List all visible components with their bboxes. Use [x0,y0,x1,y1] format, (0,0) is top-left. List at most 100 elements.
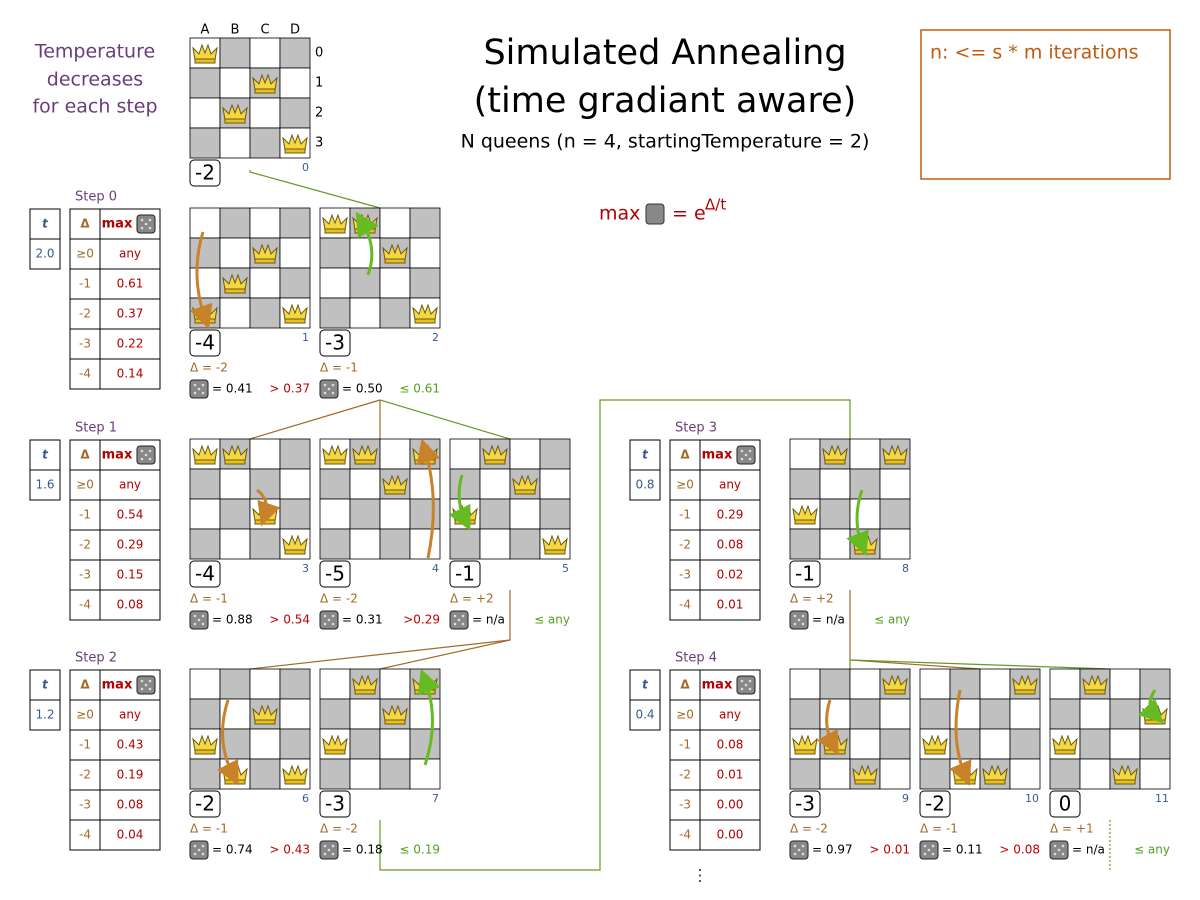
max-cell: 0.22 [117,337,144,351]
queen-base [254,258,276,264]
queen [352,444,378,462]
queen [1012,674,1038,692]
max-cell: 0.00 [717,828,744,842]
board-cell [409,207,441,239]
board-cell [539,468,571,500]
board-cell [979,728,1011,760]
board-cell [319,698,351,730]
dice-dot [1053,844,1057,848]
board-cell [409,498,441,530]
queen-base [544,549,566,555]
formula-max: max [599,203,640,225]
max-cell: 0.37 [117,307,144,321]
board-cell [509,498,541,530]
delta-cell: -1 [79,277,91,291]
dice-dot [740,687,744,691]
queen [282,303,308,321]
dice-dot [931,852,935,856]
t-header: t [642,448,649,462]
queen-base [194,318,216,324]
board-cell [509,528,541,560]
max-cell: 0.02 [717,568,744,582]
queen-base [224,118,246,124]
dice-value: = 0.88 [212,613,253,627]
formula-exp: Δ/t [705,196,726,214]
max-cell: 0.01 [717,768,744,782]
queen-base [1014,689,1036,695]
dice-dot [793,614,797,618]
board-cell [249,207,281,239]
dice-value: = 0.74 [212,843,253,857]
max-header: max [702,448,733,463]
dice-dot [453,622,457,626]
queen [322,444,348,462]
queen-base [324,228,346,234]
queen-base [284,779,306,785]
queen-base [254,88,276,94]
link [249,170,381,209]
board-cell [819,698,851,730]
board-cell [789,528,821,560]
board-cell [319,498,351,530]
board-cell [189,698,221,730]
queen-base [384,719,406,725]
title: Simulated Annealing [483,33,846,73]
board-cell [1079,698,1111,730]
title: (time gradiant aware) [474,81,857,121]
board-cell [819,498,851,530]
score: -3 [325,331,345,355]
board-cell [189,668,221,700]
delta-cell: -1 [79,738,91,752]
board-cell [319,668,351,700]
link [379,639,511,670]
row-label: 2 [315,106,323,121]
delta-text: Δ = -2 [790,822,828,836]
step-label: Step 1 [75,421,117,436]
max-header: max [102,678,133,693]
dice-dot [323,383,327,387]
dice-dot [931,844,935,848]
score: -1 [455,562,475,586]
queen [922,734,948,752]
board-cell [449,528,481,560]
score: -3 [795,792,815,816]
dice-dot [327,387,331,391]
delta-cell: -4 [79,367,91,381]
step-label: Step 4 [675,651,717,666]
dice-dot [1061,852,1065,856]
board-cell [849,438,881,470]
board-cell [379,758,411,790]
move-arrow [189,231,213,330]
delta-cell: -4 [79,598,91,612]
max-cell: 0.08 [117,598,144,612]
dice-dot [744,683,748,687]
max-header: max [102,448,133,463]
dice-dot [327,848,331,852]
board-cell [279,37,311,69]
score: -4 [195,562,215,586]
dice-value: = 0.50 [342,382,383,396]
board-cell [319,468,351,500]
dice-dot [193,622,197,626]
queen-base [284,318,306,324]
dice-dot [140,679,144,683]
dice-dot [327,618,331,622]
board-cell [189,758,221,790]
dice-dot [201,844,205,848]
delta-text: Δ = +2 [790,592,834,606]
delta-text: Δ = -2 [320,822,358,836]
dice-dot [144,683,148,687]
queen [252,73,278,91]
board-cell [219,237,251,269]
dice-dot [793,622,797,626]
board-cell [319,758,351,790]
delta-cell: -3 [79,337,91,351]
queen [282,764,308,782]
dice-dot [748,679,752,683]
queen-base [254,719,276,725]
board-cell [879,728,911,760]
dice-dot [193,852,197,856]
queen-base [354,459,376,465]
delta-header: Δ [80,448,90,462]
board-cell [1109,668,1141,700]
